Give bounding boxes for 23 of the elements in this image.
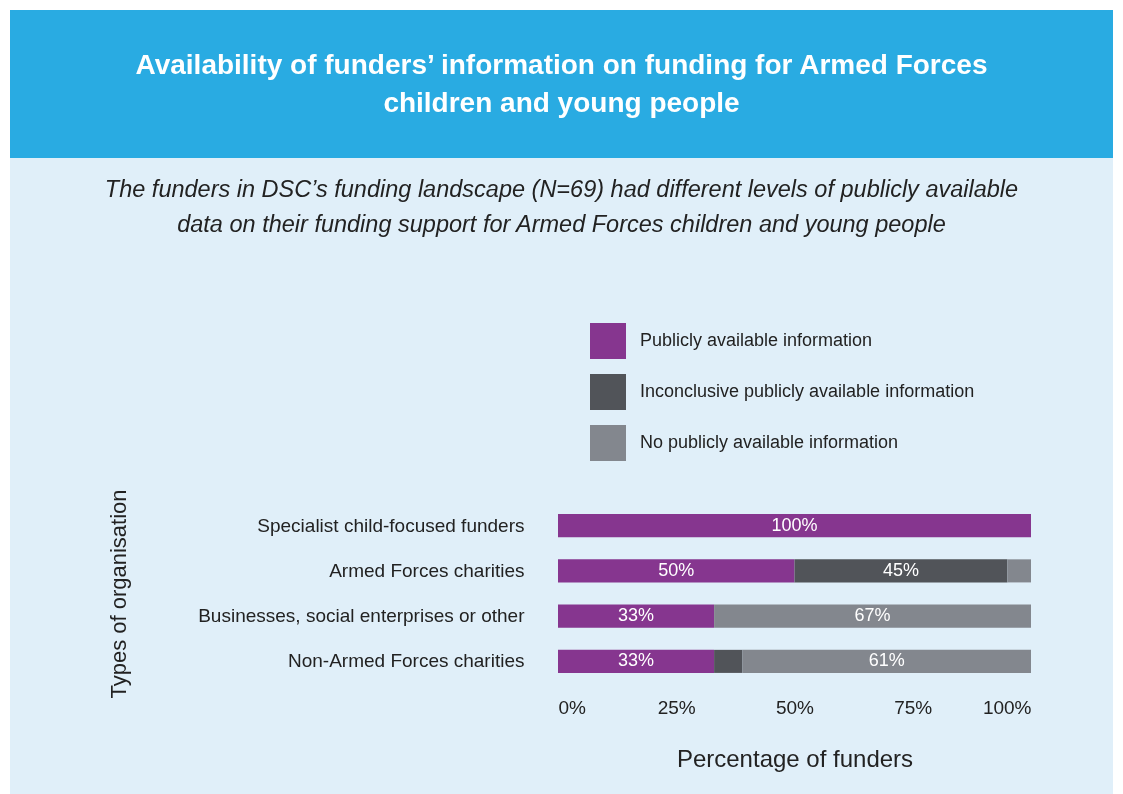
data-label: 33% — [618, 650, 655, 671]
x-tick-label: 50% — [775, 696, 815, 718]
y-tick-label: Non-Armed Forces charities — [287, 650, 525, 672]
legend-label: Publicly available information — [640, 330, 873, 350]
data-label: 45% — [882, 559, 919, 580]
y-tick-label: Specialist child-focused funders — [257, 514, 525, 536]
data-label: 100% — [771, 514, 818, 535]
y-axis-title: Types of organisation — [105, 489, 131, 699]
legend-label: Inconclusive publicly available information — [640, 381, 975, 401]
x-tick-label: 75% — [894, 696, 933, 718]
x-tick-label: 25% — [657, 696, 696, 718]
data-label: 33% — [618, 605, 655, 626]
y-tick-label: Armed Forces charities — [329, 559, 525, 581]
data-label: 61% — [868, 650, 905, 671]
y-tick-label: Businesses, social enterprises or other — [198, 605, 526, 627]
legend-label: No publicly available information — [640, 432, 899, 452]
x-tick-label: 0% — [558, 696, 587, 718]
x-axis-title: Percentage of funders — [676, 744, 914, 772]
x-tick-label: 100% — [982, 696, 1032, 718]
chart-title: Availability of funders’ information on funding for Armed Forces children and young people — [10, 10, 1113, 158]
data-label: 67% — [854, 605, 891, 626]
chart-subtitle: The funders in DSC’s funding landscape (N=69) had different levels of publicly available data on their funding support for Armed Forces children and young people — [103, 175, 1020, 239]
data-label: 50% — [658, 559, 695, 580]
